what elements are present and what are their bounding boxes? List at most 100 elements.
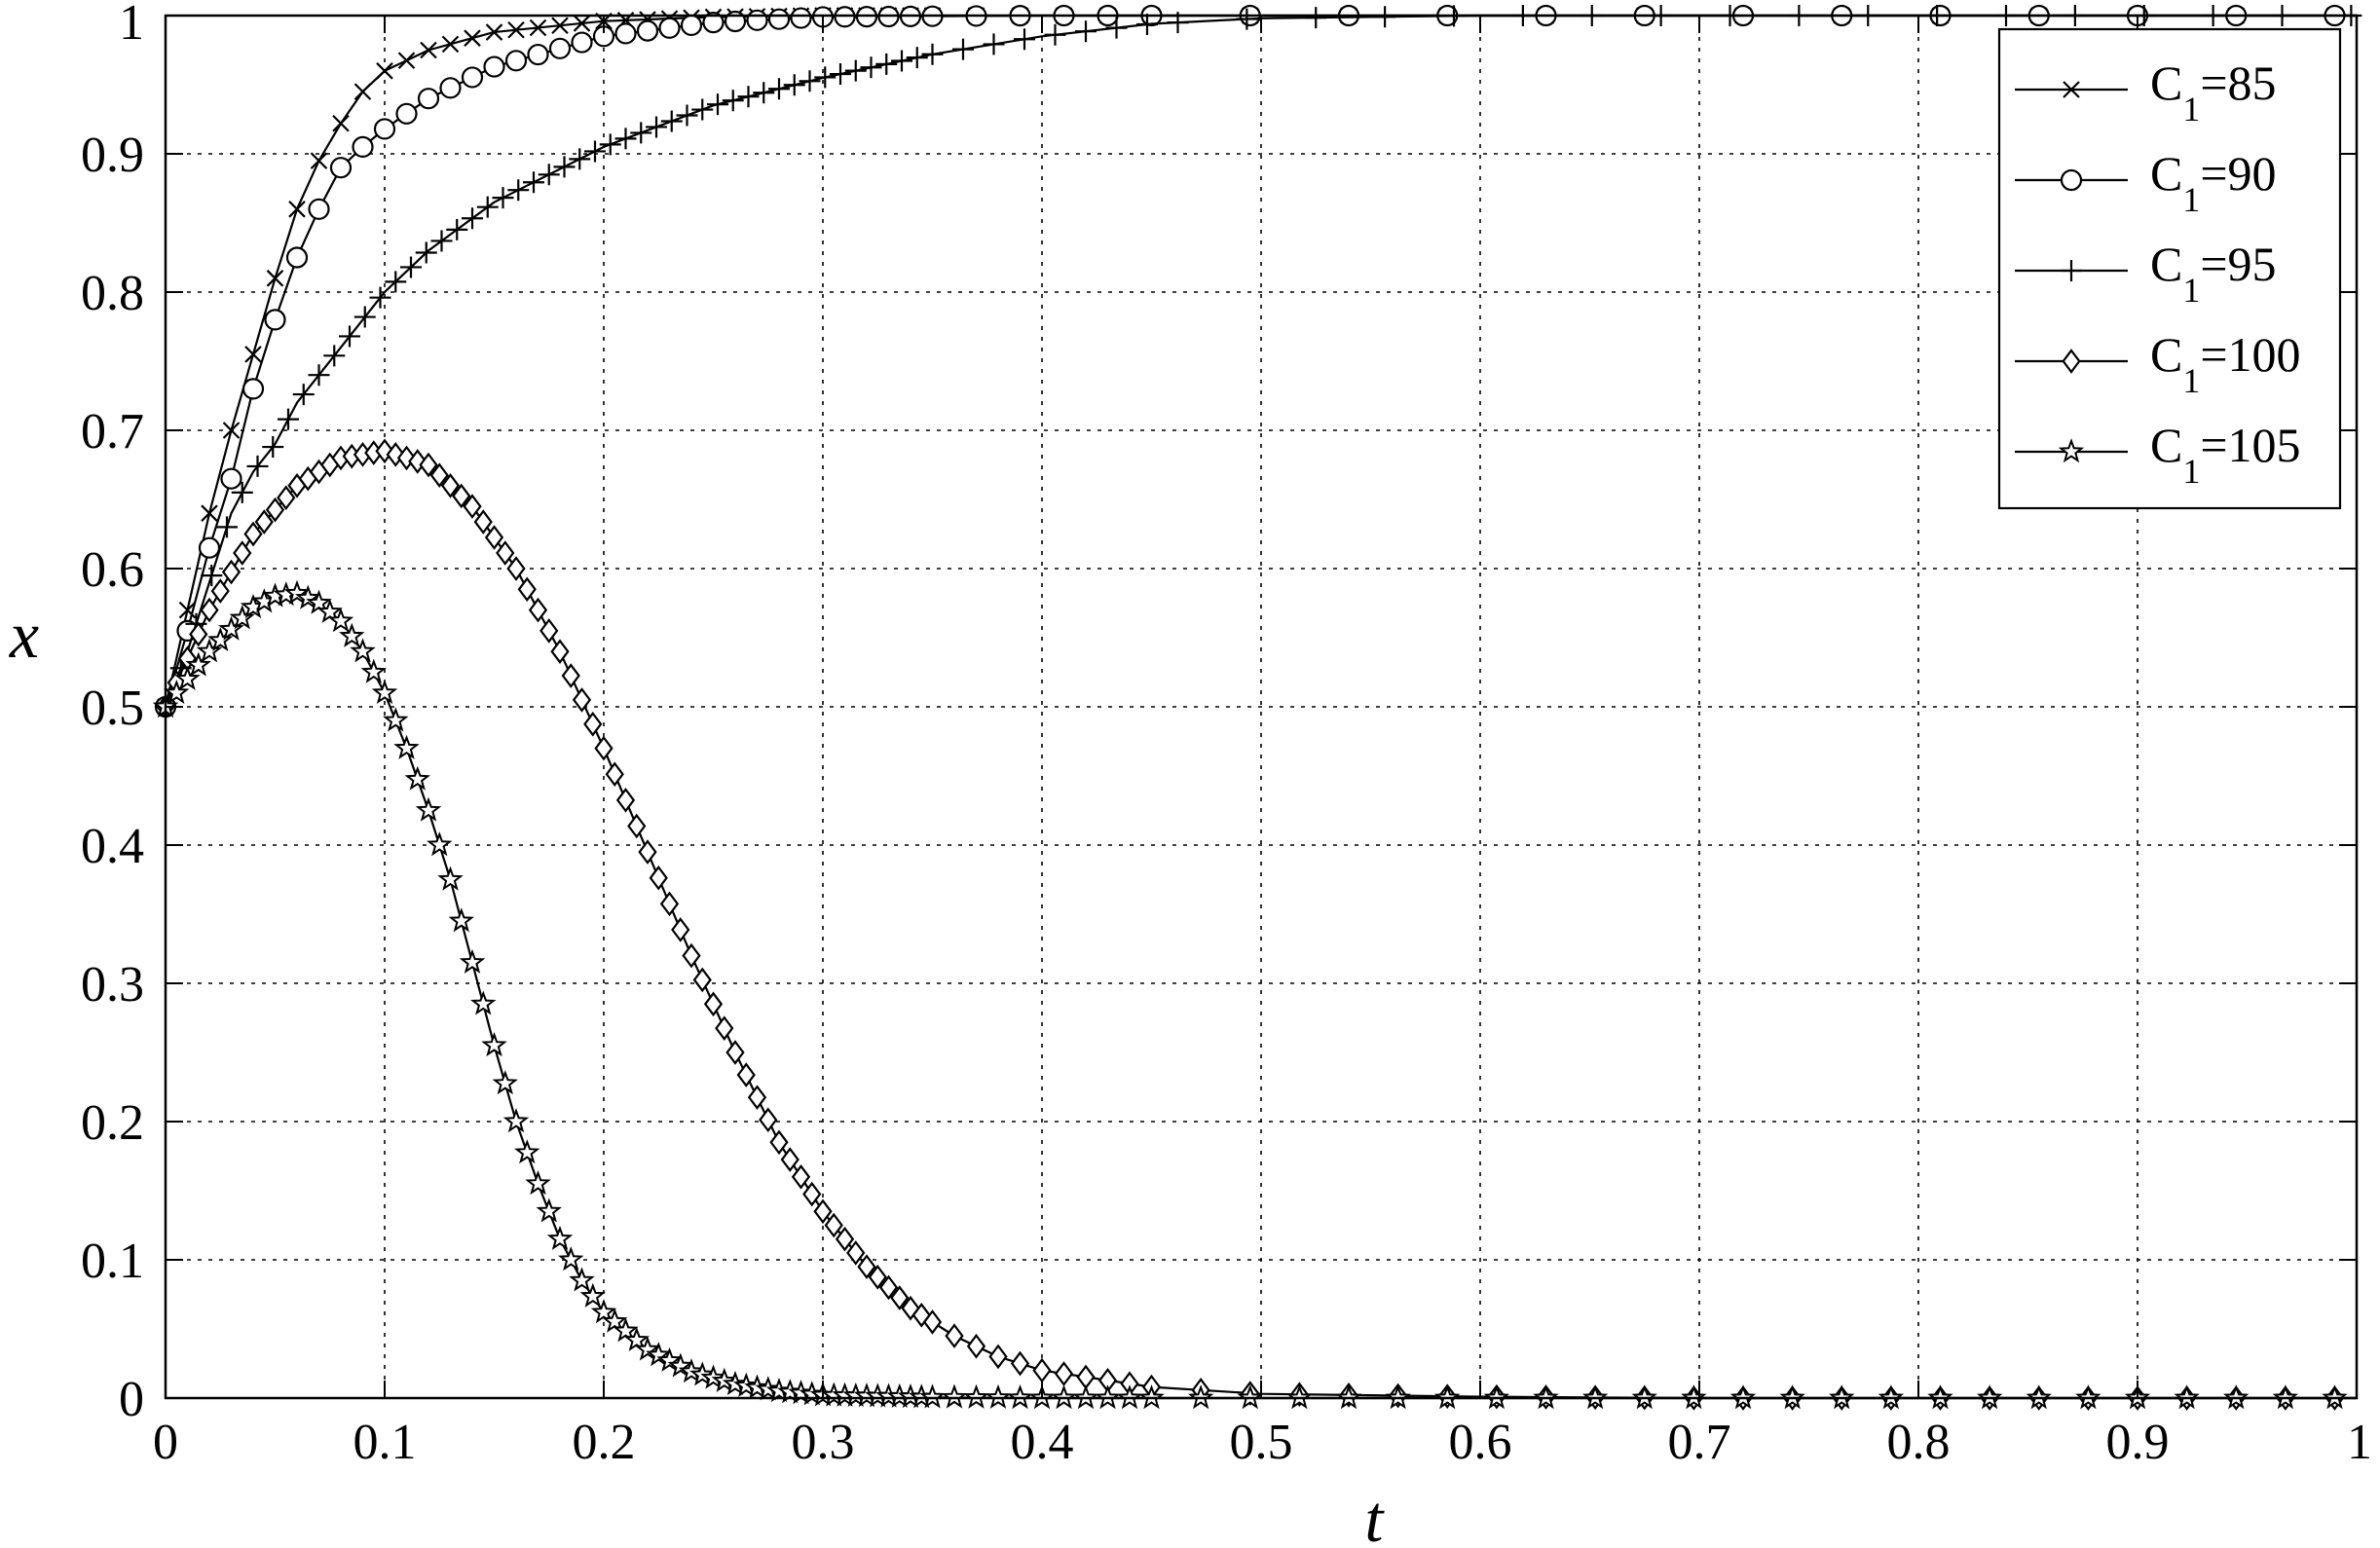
- series-marker: [680, 14, 703, 37]
- series-marker: [983, 33, 1005, 55]
- series-marker: [316, 598, 343, 623]
- series-marker: [244, 346, 262, 363]
- series-marker: [278, 408, 299, 430]
- series-marker: [470, 990, 497, 1015]
- series-marker: [614, 128, 637, 150]
- legend-label: C1=95: [2150, 237, 2277, 310]
- series-marker: [747, 1085, 767, 1110]
- series-marker: [1136, 14, 1158, 36]
- series-marker: [1305, 7, 1327, 29]
- series-marker: [945, 1323, 964, 1348]
- series-marker: [339, 325, 360, 348]
- series-marker: [323, 345, 346, 367]
- y-tick-label: 0.2: [81, 1095, 144, 1151]
- series-marker: [308, 198, 330, 220]
- series-marker: [703, 991, 724, 1017]
- series-marker: [813, 1198, 833, 1225]
- series-marker: [538, 164, 560, 186]
- series-marker: [393, 734, 420, 759]
- series-marker: [441, 35, 460, 54]
- series-marker: [283, 579, 311, 605]
- series-marker: [579, 1282, 606, 1308]
- legend-label: C1=85: [2150, 55, 2277, 129]
- series-marker: [327, 608, 354, 633]
- series-marker: [638, 839, 657, 865]
- series-marker: [473, 509, 493, 534]
- series-marker: [671, 917, 690, 942]
- series-marker: [615, 788, 636, 813]
- series-marker: [921, 43, 944, 65]
- series-marker: [783, 74, 805, 96]
- series-marker: [891, 50, 912, 72]
- series-marker: [890, 1285, 910, 1310]
- x-tick-label: 0.8: [1887, 1415, 1951, 1470]
- series-marker: [266, 270, 284, 287]
- series-marker: [292, 384, 315, 406]
- series-marker: [415, 796, 442, 822]
- series-marker: [350, 638, 376, 663]
- series-marker: [814, 66, 837, 89]
- x-tick-label: 0.7: [1668, 1415, 1731, 1470]
- series-marker: [966, 1333, 986, 1359]
- series-marker: [963, 1383, 989, 1409]
- series-marker: [627, 813, 647, 839]
- x-tick-label: 0.4: [1011, 1415, 1074, 1470]
- series-marker: [164, 679, 190, 705]
- series-marker: [201, 565, 223, 587]
- series-marker: [288, 201, 306, 218]
- series-marker: [1236, 8, 1258, 30]
- series-marker: [646, 1342, 672, 1367]
- series-marker: [634, 1336, 661, 1361]
- series-marker: [878, 1274, 899, 1301]
- series-marker: [590, 1299, 617, 1324]
- series-marker: [446, 218, 468, 240]
- series-marker: [753, 82, 775, 104]
- series-marker: [1010, 1350, 1030, 1377]
- legend: C1=85 C1=90 C1=95 C1=100 C1=105: [1997, 27, 2342, 510]
- series-marker: [254, 509, 274, 534]
- series-marker: [715, 1015, 734, 1041]
- y-tick-label: 0.5: [81, 681, 144, 736]
- y-tick-label: 0.9: [81, 128, 144, 183]
- series-marker: [941, 1383, 968, 1409]
- legend-marker: [2060, 168, 2083, 192]
- series-marker: [824, 1212, 843, 1238]
- series-marker: [691, 98, 714, 121]
- series-marker: [572, 687, 592, 713]
- x-tick-label: 0.3: [792, 1415, 855, 1470]
- series-marker: [514, 1139, 540, 1164]
- series-marker: [830, 63, 851, 86]
- series-marker: [919, 1383, 946, 1409]
- x-tick-label: 1: [2347, 1415, 2372, 1470]
- series-marker: [525, 1170, 551, 1196]
- series-marker: [553, 156, 576, 178]
- series-marker: [799, 70, 821, 92]
- series-marker: [636, 19, 659, 42]
- series-marker: [623, 1326, 650, 1351]
- series-marker: [790, 7, 812, 29]
- y-tick-label: 0.6: [81, 542, 144, 598]
- axis-ticks: 0 0.1 0.2 0.3 0.4 0.5 0.6 0.7 0.8 0.9 1 0 0.1 0.2 0.3 0…: [81, 0, 2372, 1470]
- series-marker: [385, 271, 407, 293]
- series-marker: [536, 1198, 562, 1223]
- series-marker: [507, 20, 525, 39]
- series-marker: [277, 485, 296, 511]
- series-marker: [464, 29, 481, 47]
- series-marker: [722, 90, 744, 112]
- y-axis-title: x: [9, 598, 39, 672]
- series-marker: [295, 584, 321, 609]
- legend-box: [1997, 27, 2342, 510]
- series-marker: [769, 1129, 789, 1156]
- series-marker: [875, 53, 898, 75]
- series-marker: [527, 43, 549, 66]
- series-marker: [174, 665, 201, 690]
- series-marker: [485, 23, 503, 41]
- series-marker: [1014, 28, 1035, 51]
- series-marker: [265, 497, 285, 523]
- series-marker: [506, 556, 526, 581]
- series-marker: [922, 1309, 943, 1335]
- series-marker: [656, 1346, 683, 1372]
- y-tick-label: 0: [119, 1372, 144, 1427]
- series-marker: [476, 196, 499, 218]
